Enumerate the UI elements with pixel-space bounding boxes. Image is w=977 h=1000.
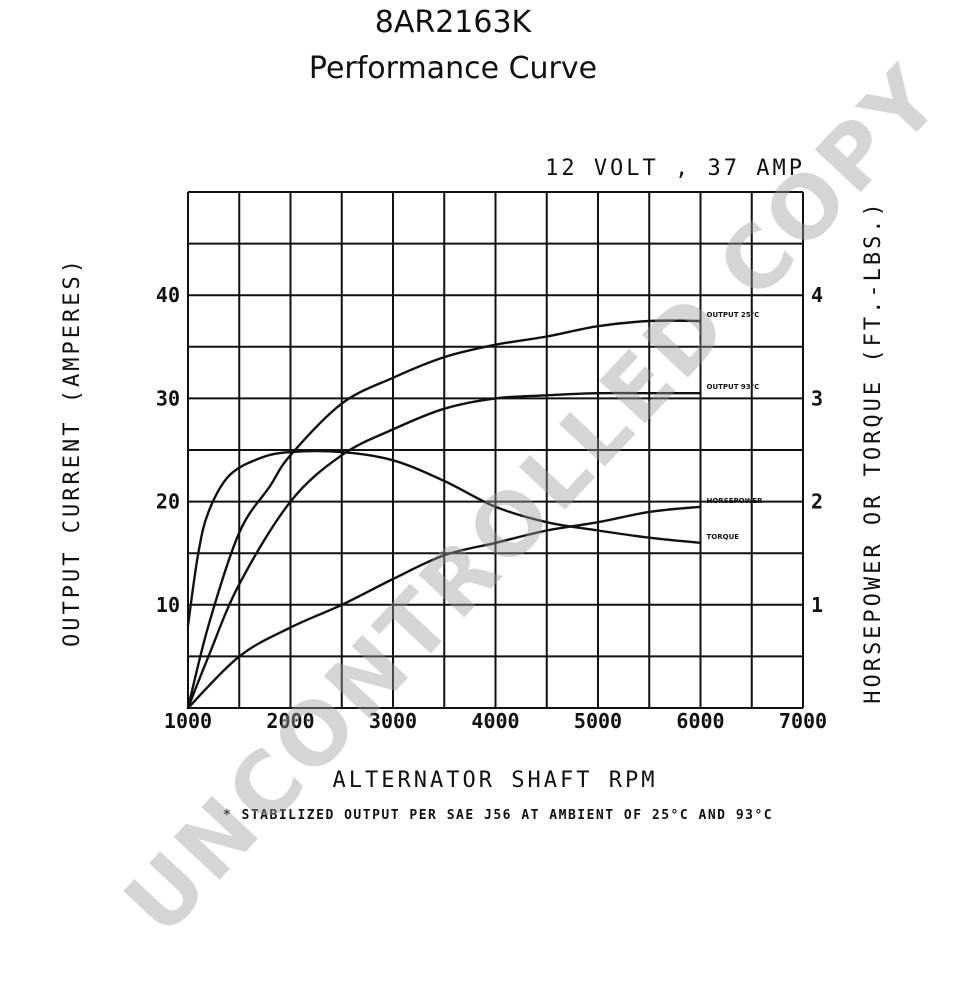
chart-title: 8AR2163K: [375, 5, 533, 40]
y-tick-label: 10: [156, 593, 180, 617]
series-output-25-c-line: [186, 319, 702, 710]
x-tick-label: 1000: [164, 709, 212, 733]
x-tick-label: 4000: [471, 709, 519, 733]
series-label-output-25-c: OUTPUT 25°C: [707, 311, 760, 319]
series-label-output-93-c: OUTPUT 93°C: [707, 383, 760, 391]
footnote: * STABILIZED OUTPUT PER SAE J56 AT AMBIE…: [223, 808, 773, 823]
y2-tick-label: 1: [811, 593, 823, 617]
y2-tick-label: 2: [811, 490, 823, 514]
x-tick-label: 3000: [369, 709, 417, 733]
y-tick-label: 40: [156, 283, 180, 307]
tick-labels: 1000 2000 3000 4000 5000 6000 7000 10 20 30 40 1 2 3 4: [156, 283, 827, 733]
y-axis-label: OUTPUT CURRENT (AMPERES): [60, 257, 85, 647]
y-tick-label: 30: [156, 386, 180, 410]
plot-curves: [186, 319, 702, 710]
x-axis-label: ALTERNATOR SHAFT RPM: [333, 768, 658, 793]
chart-subtitle: Performance Curve: [309, 51, 597, 86]
y-tick-label: 20: [156, 490, 180, 514]
x-tick-label: 7000: [779, 709, 827, 733]
x-tick-label: 5000: [574, 709, 622, 733]
x-tick-label: 6000: [676, 709, 724, 733]
series-torque-line: [186, 449, 702, 627]
y2-tick-label: 3: [811, 386, 823, 410]
series-horsepower-line: [186, 505, 702, 710]
plot-grid: [187, 191, 804, 709]
x-tick-label: 2000: [266, 709, 314, 733]
y2-axis-label: HORSEPOWER OR TORQUE (FT.-LBS.): [861, 200, 886, 704]
series-label-horsepower: HORSEPOWER: [707, 497, 764, 505]
rating-label: 12 VOLT , 37 AMP: [545, 156, 805, 181]
series-output-93-c-line: [186, 391, 702, 710]
series-labels: OUTPUT 25°C OUTPUT 93°C HORSEPOWER TORQUE: [707, 311, 764, 541]
series-label-torque: TORQUE: [707, 533, 740, 541]
y2-tick-label: 4: [811, 283, 823, 307]
